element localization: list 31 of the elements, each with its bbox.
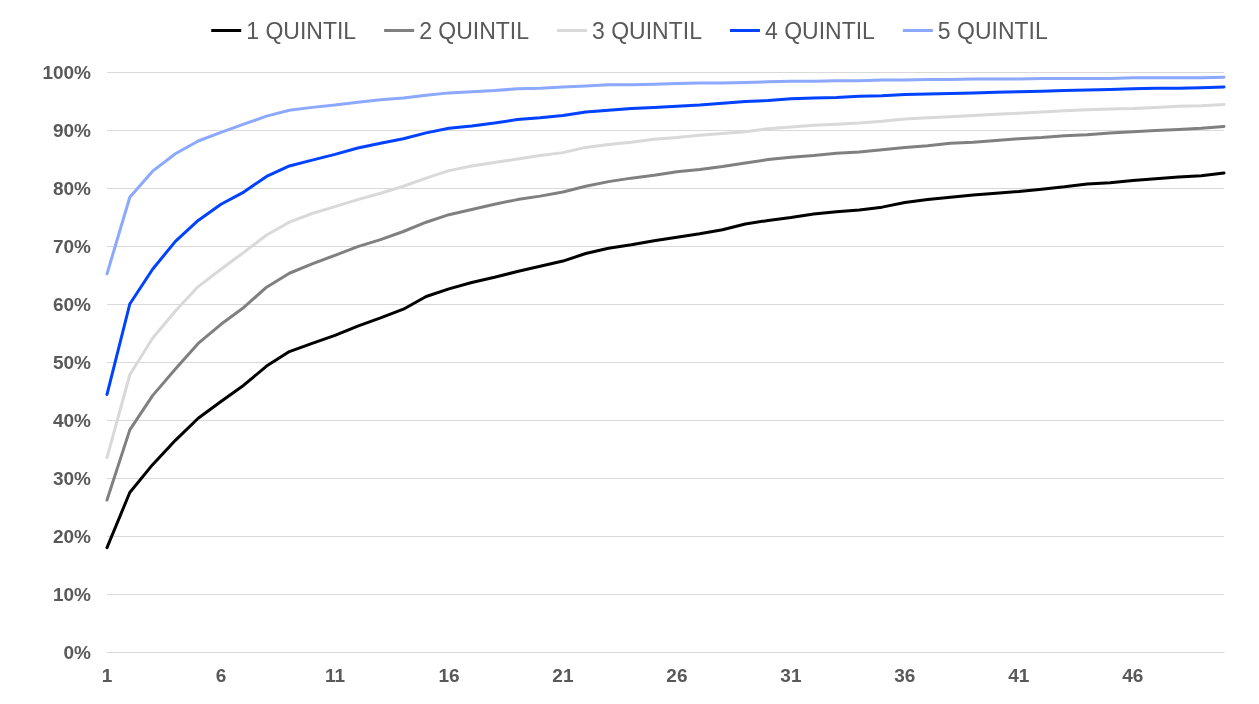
legend-label: 4 QUINTIL (764, 17, 876, 44)
x-tick-label: 1 (101, 665, 113, 686)
y-tick-label: 80% (52, 177, 92, 199)
legend-label: 5 QUINTIL (937, 17, 1048, 44)
y-tick-label: 90% (52, 119, 92, 141)
x-tick-label: 31 (780, 665, 802, 686)
line-series (105, 85, 1226, 396)
x-tick-label: 21 (552, 665, 574, 686)
x-tick-label: 26 (666, 665, 688, 686)
legend-label: 2 QUINTIL (419, 17, 530, 44)
y-tick-label: 10% (52, 583, 92, 605)
x-tick-label: 6 (215, 665, 227, 686)
line-series (105, 75, 1226, 276)
legend-label: 3 QUINTIL (592, 17, 703, 44)
y-tick-label: 100% (42, 61, 92, 83)
x-tick-label: 11 (324, 665, 346, 686)
y-tick-label: 60% (52, 293, 92, 315)
x-tick-label: 41 (1008, 665, 1030, 686)
y-tick-label: 30% (52, 467, 92, 489)
y-tick-label: 70% (52, 235, 92, 257)
y-tick-label: 40% (52, 409, 92, 431)
legend-label: 1 QUINTIL (246, 17, 357, 44)
x-tick-label: 16 (438, 665, 460, 686)
line-series (105, 102, 1226, 460)
y-tick-label: 50% (52, 351, 92, 373)
x-tick-label: 46 (1122, 665, 1144, 686)
line-series (105, 125, 1226, 502)
y-tick-label: 0% (63, 641, 92, 663)
line-series (105, 171, 1226, 550)
y-tick-label: 20% (52, 525, 92, 547)
x-tick-label: 36 (894, 665, 916, 686)
